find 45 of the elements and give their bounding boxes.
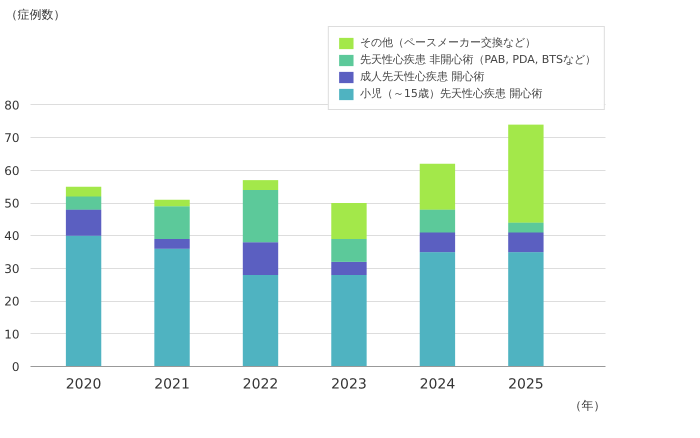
bar: [154, 200, 190, 206]
bar: [154, 248, 190, 366]
bar: [331, 262, 367, 275]
y-tick-label: 20: [4, 294, 20, 309]
bar: [420, 252, 456, 366]
bar: [331, 274, 367, 366]
legend-label: 成人先天性心疾患 開心術: [360, 69, 484, 84]
bar: [508, 222, 544, 232]
x-tick-label: 2024: [420, 376, 456, 392]
bar: [242, 274, 278, 366]
legend-label: その他（ペースメーカー交換など）: [360, 35, 536, 50]
legend-label: 先天性心疾患 非開心術（PAB, PDA, BTSなど）: [360, 52, 596, 67]
y-tick-label: 0: [12, 360, 20, 374]
bar: [66, 186, 102, 196]
y-tick-label: 10: [4, 327, 20, 342]
bar: [420, 164, 456, 210]
y-axis-title: （症例数）: [6, 8, 66, 22]
bar: [66, 196, 102, 210]
y-tick-label: 80: [4, 98, 20, 112]
bar: [66, 210, 102, 236]
bar: [508, 124, 544, 223]
x-axis-title: （年）: [570, 398, 606, 412]
x-tick-label: 2025: [508, 376, 544, 392]
bar: [331, 239, 367, 262]
bar: [508, 252, 544, 366]
bar: [420, 232, 456, 252]
bar: [154, 206, 190, 239]
bar: [154, 239, 190, 249]
bar: [331, 203, 367, 239]
bar: [66, 236, 102, 366]
y-tick-label: 50: [4, 196, 20, 211]
x-tick-label: 2022: [242, 376, 278, 392]
y-tick-label: 40: [4, 229, 20, 244]
bar: [508, 232, 544, 252]
x-tick-label: 2020: [66, 376, 102, 392]
bar: [242, 190, 278, 242]
y-tick-label: 30: [4, 262, 20, 276]
legend-label: 小児（～15歳）先天性心疾患 開心術: [360, 86, 542, 101]
y-tick-label: 60: [4, 164, 20, 178]
bar: [242, 180, 278, 190]
y-tick-label: 70: [4, 131, 20, 146]
bar: [420, 210, 456, 232]
x-tick-label: 2023: [331, 376, 367, 392]
bar: [242, 242, 278, 275]
x-tick-label: 2021: [154, 376, 190, 392]
